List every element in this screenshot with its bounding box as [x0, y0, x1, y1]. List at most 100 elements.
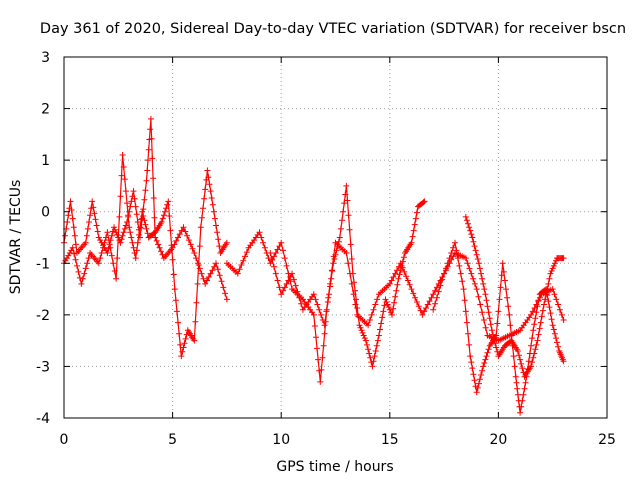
data-point [488, 327, 495, 334]
data-point-sample [122, 222, 129, 229]
data-point-sample [370, 358, 377, 365]
data-point-sample [492, 340, 499, 347]
data-point-sample [366, 317, 373, 323]
data-point [547, 270, 554, 277]
data-point-sample [82, 265, 89, 272]
data-point-sample [171, 241, 178, 248]
data-point-sample [216, 272, 223, 279]
data-point-sample [352, 301, 359, 308]
y-tick-label: -3 [36, 359, 50, 375]
data-point-sample [121, 225, 128, 232]
data-point-sample [319, 317, 326, 323]
data-point-sample [328, 267, 335, 274]
data-point-sample [474, 256, 481, 262]
data-point-sample [142, 221, 149, 228]
data-point-sample [258, 234, 265, 241]
data-point-sample [133, 247, 140, 254]
data-point-sample [556, 306, 563, 313]
x-tick-label: 0 [60, 432, 69, 448]
data-point [119, 152, 126, 158]
data-point [473, 286, 480, 293]
data-point-sample [214, 229, 221, 236]
data-point-sample [551, 291, 558, 298]
data-point-sample [120, 164, 127, 170]
data-point-sample [368, 311, 375, 318]
data-point-sample [345, 212, 352, 219]
data-point-sample [207, 270, 214, 277]
data-point-sample [290, 276, 297, 283]
data-point-sample [114, 255, 121, 262]
data-point-sample [271, 253, 277, 260]
data-point [310, 311, 317, 318]
data-point [469, 234, 476, 241]
data-point-sample [342, 191, 349, 198]
data-point-sample [490, 331, 496, 338]
data-point-sample [391, 299, 398, 306]
data-point [95, 260, 102, 267]
data-point-sample [261, 244, 268, 251]
data-point-sample [204, 277, 210, 284]
data-point-sample [370, 306, 377, 313]
data-point-sample [287, 274, 294, 280]
data-point-sample [69, 215, 76, 222]
data-point-sample [358, 327, 365, 334]
data-point-sample [138, 216, 145, 223]
data-point-sample [394, 267, 400, 274]
data-point-sample [417, 307, 424, 314]
data-point [130, 188, 137, 195]
data-point-sample [555, 343, 562, 350]
data-point-sample [272, 270, 279, 277]
data-point-sample [320, 342, 327, 349]
data-point [430, 306, 437, 313]
data-point-sample [479, 275, 486, 282]
data-point-sample [535, 331, 542, 338]
data-point [375, 332, 382, 339]
data-point-sample [533, 341, 540, 348]
data-point-sample [205, 174, 212, 181]
data-point-sample [365, 346, 372, 353]
data-point [343, 182, 350, 189]
plot-frame [63, 56, 608, 419]
data-point-sample [544, 286, 551, 293]
data-point-sample [500, 268, 507, 275]
data-point-sample [108, 232, 115, 239]
data-point-sample [202, 186, 209, 193]
data-point-sample [292, 282, 299, 289]
data-point-sample [487, 321, 494, 328]
data-point [147, 115, 154, 122]
data-point-sample [150, 195, 157, 201]
data-point [534, 337, 541, 344]
data-point-sample [546, 304, 553, 311]
data-point-sample [327, 280, 334, 287]
data-point-sample [536, 325, 543, 332]
data-point-sample [216, 243, 223, 250]
data-point-sample [81, 270, 88, 277]
data-point-sample [482, 356, 489, 363]
data-point-sample [453, 247, 460, 254]
data-point-sample [236, 266, 243, 273]
data-point-sample [479, 367, 486, 374]
data-point-sample [548, 268, 555, 274]
data-point-sample [392, 293, 399, 300]
data-point-sample [468, 231, 475, 238]
data-point-sample [85, 255, 92, 262]
data-point-sample [485, 309, 492, 316]
data-point-sample [192, 318, 199, 325]
data-point-sample [426, 298, 433, 305]
data-point-sample [525, 358, 532, 365]
data-point-sample [444, 260, 451, 267]
data-point [365, 322, 372, 329]
data-point-sample [84, 225, 91, 232]
data-point-sample [121, 176, 128, 183]
data-point-sample [325, 294, 332, 301]
data-point [467, 353, 474, 360]
data-point-sample [129, 239, 136, 246]
data-point-sample [432, 287, 439, 294]
data-point-sample [367, 354, 374, 361]
data-point-sample [467, 227, 474, 234]
data-point-sample [205, 274, 212, 280]
data-point-sample [412, 294, 419, 301]
data-point-sample [122, 188, 129, 195]
tick-labels: 0 5 10 15 20 25 -4 -3 -2 -1 0 1 2 3 [36, 50, 616, 448]
data-point-sample [491, 335, 498, 342]
